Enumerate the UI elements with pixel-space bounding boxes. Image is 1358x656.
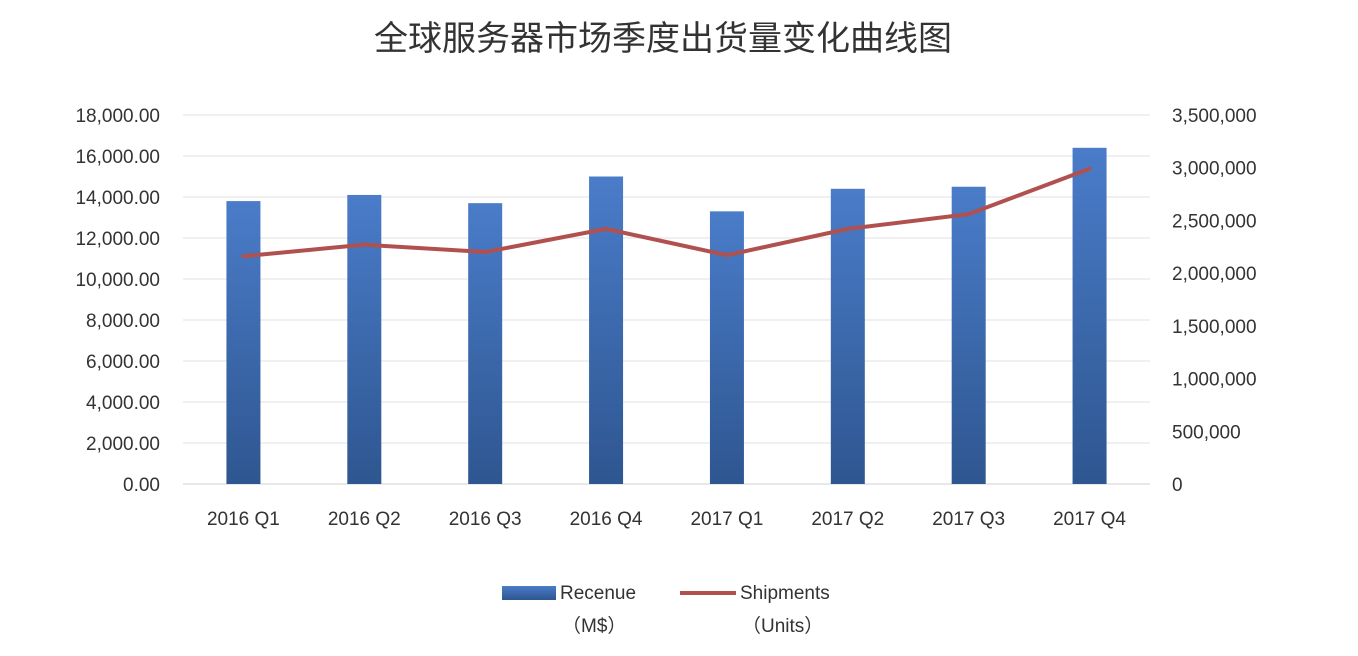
shipments-point	[724, 253, 729, 258]
x-tick-label: 2016 Q1	[207, 509, 280, 530]
right-tick-label: 2,000,000	[1172, 264, 1257, 285]
right-tick-label: 3,000,000	[1172, 159, 1257, 180]
right-tick-label: 2,500,000	[1172, 211, 1257, 232]
left-tick-label: 18,000.00	[75, 106, 160, 127]
revenue-bar	[1072, 147, 1107, 485]
right-tick-label: 0	[1172, 475, 1183, 496]
shipments-line	[241, 166, 1092, 259]
shipments-point	[362, 242, 367, 247]
left-tick-label: 10,000.00	[75, 270, 160, 291]
legend: Recenue （M$） Shipments （Units）	[502, 583, 830, 637]
legend-line-unit: （Units）	[742, 615, 823, 637]
legend-bar-unit: （M$）	[562, 615, 626, 637]
x-tick-label: 2016 Q3	[449, 509, 522, 530]
x-tick-label: 2017 Q1	[690, 509, 763, 530]
shipments-polyline	[243, 166, 1091, 259]
revenue-bar	[830, 188, 865, 485]
shipments-point	[483, 250, 488, 255]
gridlines	[183, 114, 1150, 485]
legend-bar-swatch	[502, 586, 556, 600]
revenue-bar	[468, 203, 503, 484]
shipments-point	[966, 212, 971, 217]
left-tick-label: 12,000.00	[75, 229, 160, 250]
legend-line-label: Shipments	[740, 583, 830, 604]
shipments-point	[241, 254, 246, 259]
right-tick-label: 3,500,000	[1172, 106, 1257, 127]
shipments-point	[604, 226, 609, 231]
right-axis: 0 500,000 1,000,000 1,500,000 2,000,000 2,500…	[1172, 106, 1257, 496]
left-tick-label: 8,000.00	[86, 311, 160, 332]
right-tick-label: 1,500,000	[1172, 317, 1257, 338]
revenue-bar	[589, 176, 624, 484]
shipments-point	[1087, 166, 1092, 171]
left-tick-label: 16,000.00	[75, 147, 160, 168]
x-axis: 2016 Q1 2016 Q2 2016 Q3 2016 Q4 2017 Q1 2017 …	[207, 509, 1126, 530]
x-tick-label: 2017 Q4	[1053, 509, 1126, 530]
x-tick-label: 2016 Q2	[328, 509, 401, 530]
x-tick-label: 2016 Q4	[570, 509, 643, 530]
left-tick-label: 4,000.00	[86, 393, 160, 414]
revenue-bar	[347, 194, 382, 484]
left-tick-label: 0.00	[123, 475, 160, 496]
x-tick-label: 2017 Q2	[811, 509, 884, 530]
right-tick-label: 1,000,000	[1172, 370, 1257, 391]
revenue-bars	[226, 147, 1107, 485]
left-tick-label: 14,000.00	[75, 188, 160, 209]
left-tick-label: 6,000.00	[86, 352, 160, 373]
legend-bar-label: Recenue	[560, 583, 636, 604]
revenue-bar	[951, 186, 986, 484]
chart-title: 全球服务器市场季度出货量变化曲线图	[374, 19, 952, 59]
revenue-bar	[226, 201, 261, 484]
right-tick-label: 500,000	[1172, 422, 1241, 443]
x-tick-label: 2017 Q3	[932, 509, 1005, 530]
left-axis: 0.00 2,000.00 4,000.00 6,000.00 8,000.00 10,0…	[75, 106, 160, 496]
shipments-point	[845, 226, 850, 231]
left-tick-label: 2,000.00	[86, 434, 160, 455]
